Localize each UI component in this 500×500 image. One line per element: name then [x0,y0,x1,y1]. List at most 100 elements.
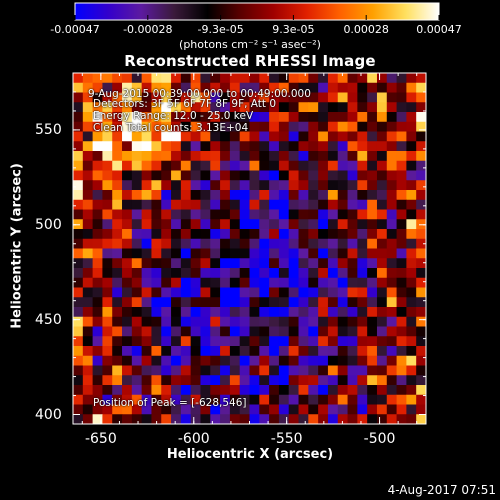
heatmap-cell [82,336,94,347]
heatmap-cell [200,180,211,191]
heatmap-cell [269,365,280,376]
heatmap-cell [161,73,172,84]
heatmap-cell [171,151,182,162]
heatmap-cell [180,170,192,181]
heatmap-cell [102,219,113,230]
heatmap-cell [161,199,172,210]
heatmap-cell [249,121,260,132]
heatmap-cell [171,180,182,191]
heatmap-cell [396,414,407,425]
heatmap-cell [92,209,103,220]
heatmap-cell [239,385,250,396]
heatmap-cell [171,307,182,318]
heatmap-cell [347,248,358,259]
heatmap-cell [337,316,348,327]
heatmap-cell [416,199,427,210]
heatmap-cell [200,199,211,210]
heatmap-cell [269,414,280,425]
heatmap-cell [269,316,280,327]
heatmap-cell [200,365,211,376]
heatmap-cell [249,394,260,405]
heatmap-cell [171,248,182,259]
heatmap-cell [269,385,280,396]
heatmap-cell [102,307,113,318]
heatmap-cell [249,151,260,162]
heatmap-cell [82,82,94,93]
heatmap-cell [318,365,329,376]
heatmap-cell [347,316,358,327]
heatmap-cell [269,375,280,386]
heatmap-cell [131,131,143,142]
heatmap-cell [406,394,417,405]
heatmap-cell [210,404,221,415]
heatmap-cell [249,404,260,415]
heatmap-cell [327,277,339,288]
heatmap-cell [131,141,143,152]
heatmap-cell [171,102,182,113]
heatmap-cell [367,316,378,327]
heatmap-cell [131,112,143,123]
heatmap-cell [200,82,211,93]
heatmap-cell [298,316,309,327]
heatmap-cell [327,326,339,337]
heatmap-cell [102,92,113,103]
heatmap-cell [298,112,309,123]
heatmap-cell [376,229,388,240]
heatmap-cell [180,287,192,298]
heatmap-cell [200,248,211,259]
heatmap-cell [102,414,113,425]
heatmap-cell [298,248,309,259]
heatmap-cell [376,365,388,376]
heatmap-cell [337,199,348,210]
heatmap-cell [151,375,162,386]
heatmap-cell [357,82,368,93]
heatmap-cell [337,287,348,298]
heatmap-cell [308,209,319,220]
heatmap-cell [190,180,201,191]
heatmap-cell [347,112,358,123]
heatmap-cell [416,229,427,240]
heatmap-cell [190,404,201,415]
heatmap-cell [229,287,241,298]
heatmap-cell [347,258,358,269]
heatmap-cell [73,394,84,405]
heatmap-cell [386,141,397,152]
heatmap-cell [141,229,152,240]
heatmap-cell [269,287,280,298]
heatmap-cell [112,297,123,308]
heatmap-cell [308,346,319,357]
heatmap-cell [347,73,358,84]
heatmap-cell [327,229,339,240]
heatmap-cell [318,82,329,93]
heatmap-cell [112,190,123,201]
heatmap-cell [259,258,270,269]
heatmap-cell [131,151,143,162]
heatmap-cell [161,121,172,132]
heatmap-cell [298,151,309,162]
heatmap-cell [357,102,368,113]
heatmap-cell [269,170,280,181]
heatmap-cell [229,375,241,386]
annotation-clean: Clean Total counts: 3.13E+04 [93,122,249,134]
heatmap-cell [200,414,211,425]
heatmap-cell [367,209,378,220]
heatmap-cell [161,394,172,405]
heatmap-cell [239,346,250,357]
heatmap-cell [239,238,250,249]
heatmap-cell [92,141,103,152]
heatmap-cell [357,180,368,191]
heatmap-cell [229,385,241,396]
heatmap-cell [180,394,192,405]
heatmap-cell [337,112,348,123]
heatmap-cell [337,248,348,259]
heatmap-cell [308,82,319,93]
heatmap-cell [92,394,103,405]
heatmap-cell [278,346,290,357]
heatmap-cell [131,394,143,405]
heatmap-cell [318,92,329,103]
heatmap-cell [92,414,103,425]
heatmap-cell [367,160,378,171]
heatmap-cell [82,385,94,396]
heatmap-cell [200,131,211,142]
heatmap-cell [406,326,417,337]
